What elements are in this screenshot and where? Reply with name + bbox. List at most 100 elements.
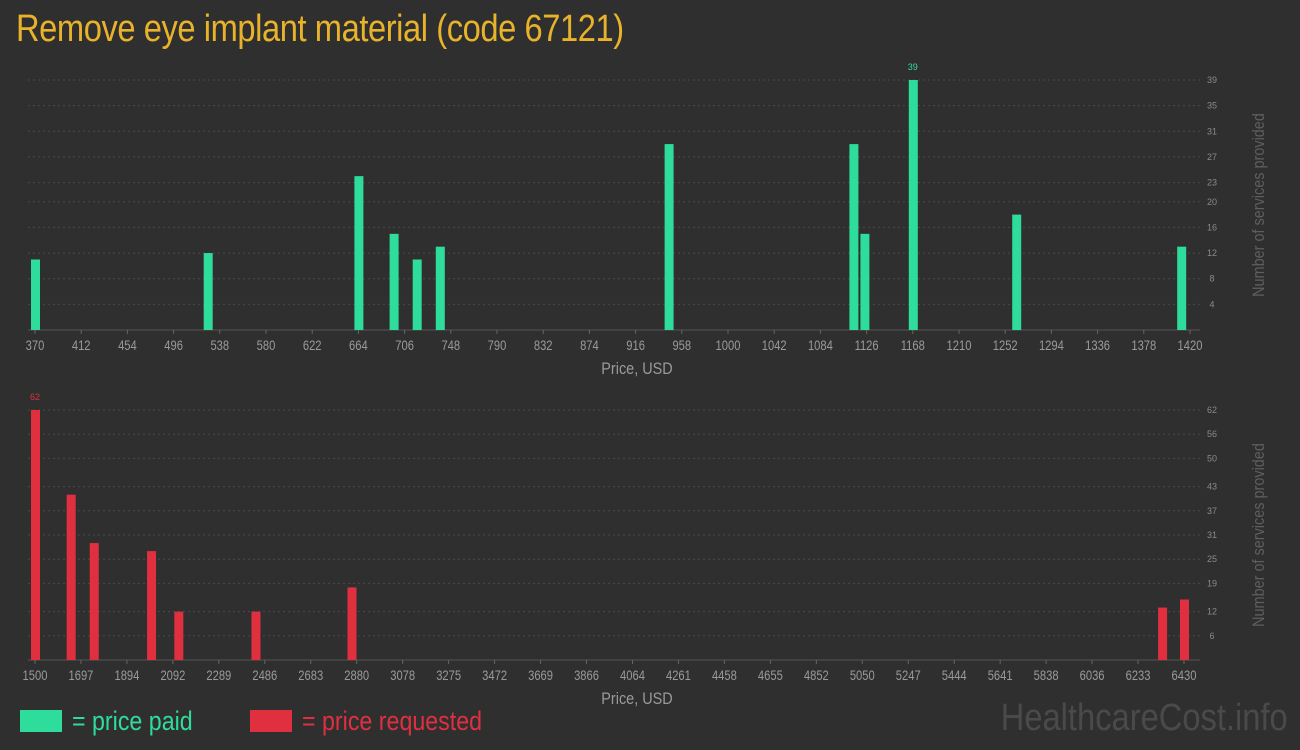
paid-bar bbox=[908, 80, 918, 330]
paid-ytick-label: 39 bbox=[1207, 75, 1217, 85]
paid-xtick-label: 1168 bbox=[901, 338, 925, 353]
legend-requested-label: = price requested bbox=[302, 705, 483, 736]
paid-xtick-label: 412 bbox=[72, 338, 91, 353]
paid-xtick-label: 1000 bbox=[716, 338, 741, 353]
paid-bar bbox=[1177, 246, 1187, 330]
requested-ytick-label: 12 bbox=[1207, 607, 1217, 617]
paid-bar bbox=[203, 253, 213, 330]
requested-ytick-label: 6 bbox=[1209, 631, 1214, 641]
requested-xtick-label: 2289 bbox=[206, 668, 231, 683]
paid-xtick-label: 1294 bbox=[1039, 338, 1064, 353]
requested-xtick-label: 3472 bbox=[482, 668, 507, 683]
requested-xtick-label: 4655 bbox=[758, 668, 783, 683]
requested-ytick-label: 50 bbox=[1207, 453, 1217, 463]
paid-xtick-label: 370 bbox=[26, 338, 45, 353]
requested-xtick-label: 2683 bbox=[298, 668, 323, 683]
requested-xtick-label: 6036 bbox=[1080, 668, 1105, 683]
requested-bar bbox=[89, 543, 99, 660]
requested-ytick-label: 37 bbox=[1207, 506, 1217, 516]
paid-bar bbox=[354, 176, 364, 330]
paid-bar bbox=[860, 233, 870, 330]
legend-paid: = price paid bbox=[20, 704, 212, 738]
paid-xtick-label: 580 bbox=[257, 338, 276, 353]
paid-xtick-label: 1252 bbox=[993, 338, 1018, 353]
requested-xtick-label: 4261 bbox=[666, 668, 691, 683]
requested-xtick-label: 4852 bbox=[804, 668, 829, 683]
paid-bar bbox=[31, 259, 40, 330]
paid-ytick-label: 8 bbox=[1209, 274, 1214, 284]
paid-ytick-label: 4 bbox=[1209, 299, 1214, 309]
requested-xtick-label: 5050 bbox=[850, 668, 875, 683]
paid-ytick-label: 16 bbox=[1207, 222, 1217, 232]
requested-xtick-label: 3669 bbox=[528, 668, 553, 683]
paid-xtick-label: 790 bbox=[488, 338, 507, 353]
requested-xtick-label: 1894 bbox=[114, 668, 139, 683]
paid-x-axis-title: Price, USD bbox=[601, 360, 672, 378]
requested-xtick-label: 3275 bbox=[436, 668, 461, 683]
requested-xtick-label: 2486 bbox=[252, 668, 277, 683]
paid-ytick-label: 31 bbox=[1207, 126, 1217, 136]
requested-ytick-label: 43 bbox=[1207, 482, 1217, 492]
paid-y-axis-title: Number of services provided bbox=[1250, 113, 1268, 297]
paid-bar bbox=[664, 144, 674, 330]
price-requested-chart: 6 12 19 25 31 37 43 50 56 62 1500 1697 1894 2092 2289 2… bbox=[23, 392, 1269, 708]
requested-xtick-label: 4064 bbox=[620, 668, 645, 683]
paid-bar bbox=[849, 144, 859, 330]
chart-title: Remove eye implant material (code 67121) bbox=[16, 8, 624, 50]
requested-xtick-label: 1697 bbox=[69, 668, 94, 683]
paid-ytick-label: 20 bbox=[1207, 197, 1217, 207]
requested-bar bbox=[1180, 599, 1189, 660]
requested-ytick-label: 31 bbox=[1207, 530, 1217, 540]
price-paid-chart: 4 8 12 16 20 23 27 31 35 39 370 412 454 496 538 580 622 6… bbox=[26, 62, 1269, 378]
paid-xtick-label: 454 bbox=[118, 338, 137, 353]
paid-xtick-label: 748 bbox=[441, 338, 460, 353]
legend-paid-swatch bbox=[20, 710, 62, 732]
legend-requested: = price requested bbox=[250, 704, 511, 738]
paid-xtick-label: 1210 bbox=[947, 338, 972, 353]
paid-xtick-label: 496 bbox=[164, 338, 183, 353]
requested-xtick-label: 5444 bbox=[942, 668, 967, 683]
requested-xtick-label: 6233 bbox=[1126, 668, 1151, 683]
requested-bar bbox=[347, 587, 357, 660]
requested-xtick-label: 2092 bbox=[160, 668, 185, 683]
paid-xtick-label: 1336 bbox=[1085, 338, 1110, 353]
requested-bar bbox=[1158, 607, 1168, 660]
paid-xtick-label: 1042 bbox=[762, 338, 787, 353]
requested-max-value-label: 62 bbox=[30, 392, 40, 402]
requested-xtick-label: 5838 bbox=[1034, 668, 1059, 683]
watermark: HealthcareCost.info bbox=[1000, 697, 1288, 739]
paid-xtick-label: 622 bbox=[303, 338, 322, 353]
paid-xtick-label: 664 bbox=[349, 338, 368, 353]
paid-xtick-label: 832 bbox=[534, 338, 553, 353]
requested-bar bbox=[31, 410, 40, 660]
paid-xtick-label: 958 bbox=[672, 338, 691, 353]
requested-xtick-label: 4458 bbox=[712, 668, 737, 683]
paid-bar bbox=[412, 259, 422, 330]
paid-ytick-label: 27 bbox=[1207, 152, 1217, 162]
requested-xtick-label: 6430 bbox=[1172, 668, 1197, 683]
requested-bar bbox=[251, 611, 261, 660]
paid-xtick-label: 874 bbox=[580, 338, 599, 353]
paid-ytick-label: 12 bbox=[1207, 248, 1217, 258]
requested-xtick-label: 1500 bbox=[23, 668, 48, 683]
requested-xtick-label: 3866 bbox=[574, 668, 599, 683]
paid-xtick-label: 1084 bbox=[808, 338, 833, 353]
requested-y-axis-title: Number of services provided bbox=[1250, 443, 1268, 627]
requested-xtick-label: 2880 bbox=[344, 668, 369, 683]
paid-xtick-label: 706 bbox=[395, 338, 414, 353]
requested-bar bbox=[147, 551, 157, 660]
requested-ytick-label: 56 bbox=[1207, 429, 1217, 439]
paid-xtick-label: 1126 bbox=[855, 338, 879, 353]
requested-bar bbox=[66, 494, 76, 660]
requested-ytick-label: 19 bbox=[1207, 578, 1217, 588]
legend-paid-label: = price paid bbox=[72, 705, 193, 736]
requested-ytick-label: 25 bbox=[1207, 554, 1217, 564]
requested-xtick-label: 5247 bbox=[896, 668, 921, 683]
requested-x-axis-title: Price, USD bbox=[601, 690, 672, 708]
requested-xtick-label: 5641 bbox=[988, 668, 1013, 683]
requested-ytick-label: 62 bbox=[1207, 405, 1217, 415]
paid-ytick-label: 35 bbox=[1207, 101, 1217, 111]
paid-bar bbox=[389, 233, 399, 330]
paid-bar bbox=[1012, 214, 1022, 330]
paid-bar bbox=[435, 246, 445, 330]
